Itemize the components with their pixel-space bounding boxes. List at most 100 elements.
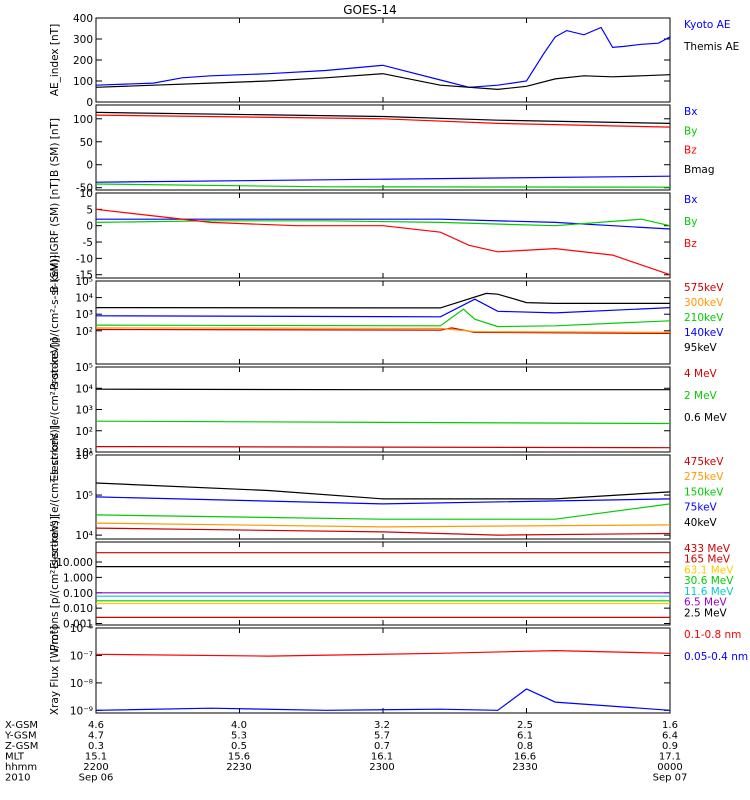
y-tick-label: 0 bbox=[86, 97, 93, 109]
legend-label: 2 MeV bbox=[684, 390, 718, 402]
legend-label: 4 MeV bbox=[684, 368, 718, 380]
orbit-row-label: MLT bbox=[5, 752, 25, 763]
y-tick-label: 10² bbox=[75, 426, 93, 438]
series-line-bx bbox=[95, 175, 671, 183]
legend-label: 11.6 MeV bbox=[684, 586, 734, 598]
series-line-bz bbox=[95, 114, 671, 128]
orbit-cell: 0000 bbox=[657, 762, 682, 773]
orbit-cell: 0.3 bbox=[88, 741, 104, 752]
legend-label: 0.1-0.8 nm bbox=[684, 629, 741, 641]
legend-label: 575keV bbox=[684, 282, 724, 294]
orbit-cell: 2200 bbox=[83, 762, 108, 773]
y-axis-label: Protons [p/(cm²-s-sr-keV)] bbox=[49, 255, 61, 390]
y-axis-label: B (SM) [nT] bbox=[49, 118, 61, 177]
y-axis-label: Electrons [e/(cm²-s-sr-keV)] bbox=[49, 425, 61, 569]
panel-frame bbox=[95, 280, 671, 365]
orbit-cell: Sep 06 bbox=[79, 773, 114, 784]
orbit-cell: 2.5 bbox=[517, 720, 533, 731]
series-line-4-mev bbox=[95, 446, 671, 449]
y-tick-label: 100 bbox=[73, 76, 93, 88]
y-tick-label: 10⁵ bbox=[75, 276, 93, 288]
series-line-bz bbox=[95, 208, 671, 276]
legend-label: 75keV bbox=[684, 502, 718, 514]
panel-2: -50 0 50 100 B (SM) [nT] Bx By Bz Bmag bbox=[49, 104, 715, 195]
y-tick-label: -15 bbox=[76, 270, 93, 282]
y-tick-label: 5 bbox=[86, 204, 93, 216]
y-tick-label: 10⁵ bbox=[75, 362, 93, 374]
orbit-cell: 2330 bbox=[512, 762, 537, 773]
y-tick-label: 10⁴ bbox=[75, 530, 93, 542]
series-line-bmag bbox=[95, 111, 671, 124]
orbit-cell: 0.9 bbox=[662, 741, 678, 752]
panel-8: 10⁻⁹ 10⁻⁸ 10⁻⁷ 10⁻⁶ Xray Flux [W/m²] 0.1-0.8 … bbox=[49, 623, 748, 717]
legend-label: Bz bbox=[684, 145, 697, 157]
series-line-75kev bbox=[95, 496, 671, 505]
orbit-cell: 6.1 bbox=[517, 731, 533, 742]
orbit-cell: 17.1 bbox=[659, 752, 681, 763]
series-line-themis-ae bbox=[95, 73, 671, 91]
y-tick-label: 10⁶ bbox=[75, 450, 93, 462]
orbit-cell: Sep 07 bbox=[653, 773, 688, 784]
series-line-by bbox=[95, 183, 671, 188]
orbit-row-label: Z-GSM bbox=[5, 741, 38, 752]
panel-frame bbox=[95, 192, 671, 279]
y-tick-label: 10² bbox=[75, 326, 93, 338]
y-tick-label: 10⁻⁶ bbox=[70, 623, 93, 635]
legend-label: 300keV bbox=[684, 297, 724, 309]
orbit-cell: 2230 bbox=[226, 762, 251, 773]
series-line-140kev bbox=[95, 298, 671, 318]
series-line-by bbox=[95, 218, 671, 227]
y-tick-label: 10⁻⁷ bbox=[70, 650, 93, 662]
y-tick-label: 0.100 bbox=[63, 588, 93, 600]
panel-frame bbox=[95, 366, 671, 453]
series-line-95kev bbox=[95, 292, 670, 309]
panel-frame bbox=[95, 541, 671, 626]
orbit-cell: 6.4 bbox=[662, 731, 678, 742]
legend-label: 150keV bbox=[684, 486, 724, 498]
y-tick-label: 1.000 bbox=[63, 572, 93, 584]
orbit-row-label: X-GSM bbox=[5, 720, 38, 731]
y-tick-label: 0 bbox=[86, 221, 93, 233]
y-tick-label: 10⁻⁸ bbox=[70, 678, 93, 690]
legend-label: 30.6 MeV bbox=[684, 575, 734, 587]
y-tick-label: 10⁴ bbox=[75, 383, 93, 395]
orbit-row-label: 2010 bbox=[5, 773, 30, 784]
y-axis-label: B (SM)-IGRF (SM) [nT] bbox=[49, 178, 61, 293]
figure-title: GOES-14 bbox=[343, 3, 397, 17]
legend-label: Bz bbox=[684, 238, 697, 250]
orbit-cell: 16.1 bbox=[371, 752, 393, 763]
series-line-0-1-0-8-nm bbox=[95, 649, 671, 657]
y-tick-label: 10 bbox=[80, 188, 93, 200]
legend-label: 2.5 MeV bbox=[684, 607, 728, 619]
series-line-150kev bbox=[95, 503, 671, 520]
legend-label: 140keV bbox=[684, 327, 724, 339]
orbit-cell: 16.6 bbox=[514, 752, 536, 763]
panel-frame bbox=[95, 17, 671, 103]
legend-label: 63.1 MeV bbox=[684, 564, 734, 576]
panel-1: 0 100 200 300 400 AE_index [nT] Kyoto AE Themis… bbox=[49, 13, 739, 109]
y-tick-label: 200 bbox=[73, 55, 93, 67]
orbit-cell: 4.6 bbox=[88, 720, 104, 731]
orbit-cell: 15.6 bbox=[228, 752, 250, 763]
legend-label: 40keV bbox=[684, 517, 718, 529]
series-line-kyoto-ae bbox=[95, 26, 671, 88]
y-tick-label: 0.001 bbox=[63, 619, 93, 631]
legend-label: Bx bbox=[684, 106, 697, 118]
legend-label: 165 MeV bbox=[684, 554, 731, 566]
panel-5: 10¹ 10² 10³ 10⁴ 10⁵ Electrons [e/(cm²-s-sr-ke… bbox=[49, 338, 728, 482]
y-tick-label: 400 bbox=[73, 13, 93, 25]
y-tick-label: 10⁴ bbox=[75, 293, 93, 305]
y-tick-label: 10¹ bbox=[75, 447, 93, 459]
y-tick-label: 10³ bbox=[75, 309, 93, 321]
panel-6: 10⁴ 10⁵ 10⁶ Electrons [e/(cm²-s-sr-keV)] 475… bbox=[49, 425, 724, 569]
y-tick-label: -5 bbox=[83, 237, 93, 249]
series-line-bx bbox=[96, 218, 671, 230]
series-line-40kev bbox=[95, 482, 671, 500]
legend-label: Bx bbox=[684, 194, 697, 206]
orbit-row-label: hhmm bbox=[5, 762, 37, 773]
series-line-0-6-mev bbox=[95, 388, 670, 391]
series-line-475kev bbox=[95, 527, 671, 536]
